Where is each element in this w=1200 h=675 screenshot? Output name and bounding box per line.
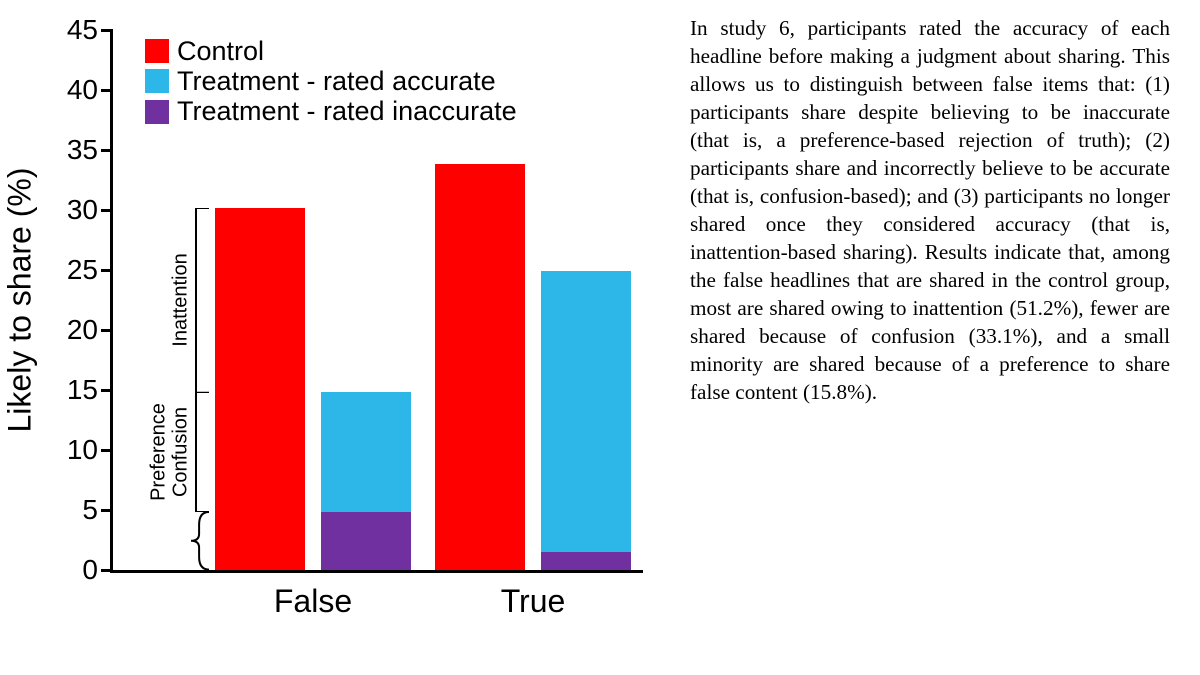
y-tick-label: 25 [43, 254, 98, 286]
bar-treat-inaccurate-false [321, 512, 411, 570]
y-tick [101, 389, 113, 392]
chart-pane: Likely to share (%) Control Treatment - … [0, 0, 680, 675]
caption-text: In study 6, participants rated the accur… [690, 15, 1170, 407]
legend-swatch-treat-inaccurate [145, 100, 169, 124]
bar-control-true [435, 164, 525, 570]
y-tick [101, 29, 113, 32]
legend-item-treat-accurate: Treatment - rated accurate [145, 66, 517, 96]
legend-swatch-control [145, 39, 169, 63]
y-tick-label: 10 [43, 434, 98, 466]
y-tick-label: 40 [43, 74, 98, 106]
legend-label-treat-accurate: Treatment - rated accurate [177, 66, 496, 96]
figure-container: Likely to share (%) Control Treatment - … [0, 0, 1200, 675]
y-tick-label: 15 [43, 374, 98, 406]
bar-treat-accurate-true [541, 271, 631, 570]
y-tick [101, 269, 113, 272]
y-tick [101, 89, 113, 92]
y-tick-label: 45 [43, 14, 98, 46]
y-tick-label: 30 [43, 194, 98, 226]
legend-item-control: Control [145, 36, 517, 66]
legend-label-control: Control [177, 36, 264, 66]
y-tick [101, 149, 113, 152]
y-tick [101, 569, 113, 572]
bar-control-false [215, 208, 305, 570]
anno-label-preference: Preference [110, 441, 208, 464]
x-category-false: False [274, 583, 352, 620]
anno-label-inattention: Inattention [134, 289, 227, 312]
legend-item-treat-inaccurate: Treatment - rated inaccurate [145, 96, 517, 126]
y-tick-label: 35 [43, 134, 98, 166]
bracket-preference [191, 512, 209, 570]
y-tick-label: 0 [43, 554, 98, 586]
x-category-true: True [501, 583, 566, 620]
y-tick [101, 209, 113, 212]
legend-swatch-treat-accurate [145, 69, 169, 93]
y-tick-label: 5 [43, 494, 98, 526]
caption-pane: In study 6, participants rated the accur… [680, 0, 1200, 675]
legend: Control Treatment - rated accurate Treat… [145, 36, 517, 127]
y-tick [101, 329, 113, 332]
bar-treat-inaccurate-true [541, 552, 631, 570]
y-axis-title: Likely to share (%) [2, 168, 39, 433]
y-tick [101, 509, 113, 512]
plot-area: Control Treatment - rated accurate Treat… [110, 30, 643, 573]
legend-label-treat-inaccurate: Treatment - rated inaccurate [177, 96, 517, 126]
y-tick-label: 20 [43, 314, 98, 346]
